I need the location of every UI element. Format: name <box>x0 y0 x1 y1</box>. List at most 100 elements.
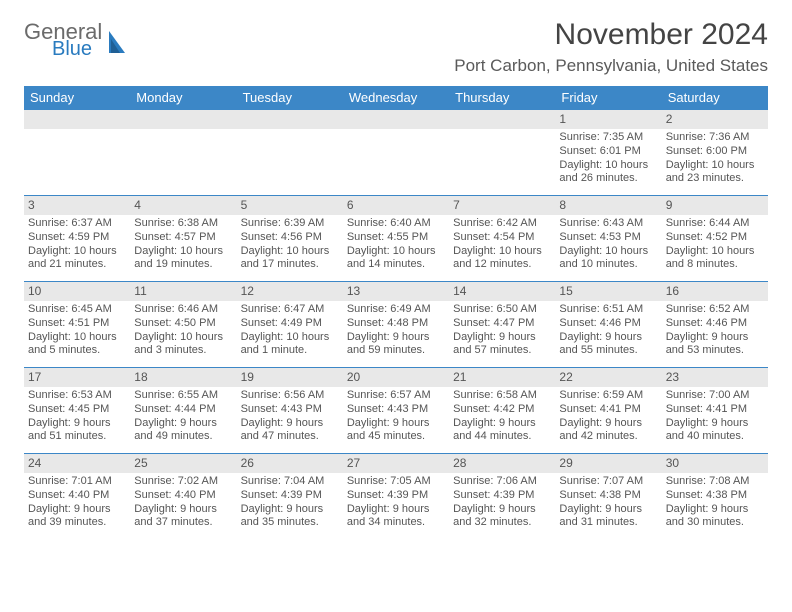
calendar-day-cell: 5Sunrise: 6:39 AMSunset: 4:56 PMDaylight… <box>237 196 343 282</box>
sunrise-text: Sunrise: 6:37 AM <box>28 217 126 231</box>
sunrise-text: Sunrise: 6:38 AM <box>134 217 232 231</box>
day-number: 13 <box>343 282 449 301</box>
sunset-text: Sunset: 4:42 PM <box>453 403 551 417</box>
calendar-day-cell: 26Sunrise: 7:04 AMSunset: 4:39 PMDayligh… <box>237 454 343 540</box>
daylight-text: Daylight: 10 hours <box>347 245 445 259</box>
day-number: 2 <box>662 110 768 129</box>
daylight-text: and 19 minutes. <box>134 258 232 272</box>
sunset-text: Sunset: 4:40 PM <box>28 489 126 503</box>
sunset-text: Sunset: 4:46 PM <box>666 317 764 331</box>
daylight-text: and 45 minutes. <box>347 430 445 444</box>
sunset-text: Sunset: 4:39 PM <box>241 489 339 503</box>
calendar-day-cell: 20Sunrise: 6:57 AMSunset: 4:43 PMDayligh… <box>343 368 449 454</box>
daylight-text: and 35 minutes. <box>241 516 339 530</box>
calendar-empty-cell <box>449 110 555 196</box>
calendar-day-cell: 17Sunrise: 6:53 AMSunset: 4:45 PMDayligh… <box>24 368 130 454</box>
calendar-empty-cell <box>24 110 130 196</box>
day-number: 5 <box>237 196 343 215</box>
day-number: 30 <box>662 454 768 473</box>
sunset-text: Sunset: 4:39 PM <box>347 489 445 503</box>
calendar-day-cell: 4Sunrise: 6:38 AMSunset: 4:57 PMDaylight… <box>130 196 236 282</box>
sunset-text: Sunset: 4:43 PM <box>347 403 445 417</box>
daylight-text: Daylight: 9 hours <box>559 417 657 431</box>
sunrise-text: Sunrise: 6:44 AM <box>666 217 764 231</box>
sunset-text: Sunset: 4:49 PM <box>241 317 339 331</box>
day-number: 1 <box>555 110 661 129</box>
sunset-text: Sunset: 4:59 PM <box>28 231 126 245</box>
calendar-day-cell: 24Sunrise: 7:01 AMSunset: 4:40 PMDayligh… <box>24 454 130 540</box>
day-number-strip <box>449 110 555 129</box>
calendar-day-cell: 3Sunrise: 6:37 AMSunset: 4:59 PMDaylight… <box>24 196 130 282</box>
day-number: 21 <box>449 368 555 387</box>
daylight-text: and 26 minutes. <box>559 172 657 186</box>
day-header: Thursday <box>449 86 555 110</box>
daylight-text: and 53 minutes. <box>666 344 764 358</box>
daylight-text: and 47 minutes. <box>241 430 339 444</box>
sunrise-text: Sunrise: 7:08 AM <box>666 475 764 489</box>
daylight-text: Daylight: 9 hours <box>559 503 657 517</box>
day-number: 7 <box>449 196 555 215</box>
sunrise-text: Sunrise: 6:43 AM <box>559 217 657 231</box>
calendar-day-cell: 14Sunrise: 6:50 AMSunset: 4:47 PMDayligh… <box>449 282 555 368</box>
calendar-day-cell: 15Sunrise: 6:51 AMSunset: 4:46 PMDayligh… <box>555 282 661 368</box>
sunrise-text: Sunrise: 6:42 AM <box>453 217 551 231</box>
sunset-text: Sunset: 4:38 PM <box>666 489 764 503</box>
sunrise-text: Sunrise: 6:39 AM <box>241 217 339 231</box>
daylight-text: and 30 minutes. <box>666 516 764 530</box>
sunset-text: Sunset: 4:40 PM <box>134 489 232 503</box>
sunset-text: Sunset: 4:50 PM <box>134 317 232 331</box>
day-number: 11 <box>130 282 236 301</box>
daylight-text: and 44 minutes. <box>453 430 551 444</box>
calendar-day-cell: 9Sunrise: 6:44 AMSunset: 4:52 PMDaylight… <box>662 196 768 282</box>
daylight-text: and 49 minutes. <box>134 430 232 444</box>
daylight-text: and 55 minutes. <box>559 344 657 358</box>
calendar-body: 1Sunrise: 7:35 AMSunset: 6:01 PMDaylight… <box>24 110 768 540</box>
sunset-text: Sunset: 6:00 PM <box>666 145 764 159</box>
day-header: Friday <box>555 86 661 110</box>
daylight-text: Daylight: 9 hours <box>666 503 764 517</box>
calendar-day-cell: 2Sunrise: 7:36 AMSunset: 6:00 PMDaylight… <box>662 110 768 196</box>
daylight-text: and 37 minutes. <box>134 516 232 530</box>
daylight-text: and 12 minutes. <box>453 258 551 272</box>
daylight-text: and 3 minutes. <box>134 344 232 358</box>
sunset-text: Sunset: 4:45 PM <box>28 403 126 417</box>
daylight-text: Daylight: 9 hours <box>28 503 126 517</box>
day-number: 17 <box>24 368 130 387</box>
calendar-day-cell: 6Sunrise: 6:40 AMSunset: 4:55 PMDaylight… <box>343 196 449 282</box>
calendar-day-cell: 28Sunrise: 7:06 AMSunset: 4:39 PMDayligh… <box>449 454 555 540</box>
sunset-text: Sunset: 4:51 PM <box>28 317 126 331</box>
daylight-text: Daylight: 9 hours <box>666 331 764 345</box>
day-number: 27 <box>343 454 449 473</box>
page-header: General Blue November 2024 Port Carbon, … <box>24 18 768 76</box>
sunrise-text: Sunrise: 6:51 AM <box>559 303 657 317</box>
sunrise-text: Sunrise: 7:01 AM <box>28 475 126 489</box>
day-number: 6 <box>343 196 449 215</box>
daylight-text: and 8 minutes. <box>666 258 764 272</box>
sunrise-text: Sunrise: 6:49 AM <box>347 303 445 317</box>
daylight-text: and 14 minutes. <box>347 258 445 272</box>
daylight-text: Daylight: 10 hours <box>241 245 339 259</box>
sunrise-text: Sunrise: 7:35 AM <box>559 131 657 145</box>
day-number: 22 <box>555 368 661 387</box>
brand-text: General Blue <box>24 22 102 58</box>
daylight-text: and 42 minutes. <box>559 430 657 444</box>
calendar-day-cell: 29Sunrise: 7:07 AMSunset: 4:38 PMDayligh… <box>555 454 661 540</box>
day-number: 4 <box>130 196 236 215</box>
sail-icon <box>107 29 131 55</box>
sunrise-text: Sunrise: 7:05 AM <box>347 475 445 489</box>
daylight-text: Daylight: 9 hours <box>241 503 339 517</box>
daylight-text: and 5 minutes. <box>28 344 126 358</box>
daylight-text: and 21 minutes. <box>28 258 126 272</box>
daylight-text: and 40 minutes. <box>666 430 764 444</box>
sunset-text: Sunset: 4:48 PM <box>347 317 445 331</box>
day-number: 28 <box>449 454 555 473</box>
sunrise-text: Sunrise: 7:06 AM <box>453 475 551 489</box>
day-number: 19 <box>237 368 343 387</box>
calendar-day-cell: 27Sunrise: 7:05 AMSunset: 4:39 PMDayligh… <box>343 454 449 540</box>
daylight-text: Daylight: 9 hours <box>666 417 764 431</box>
day-number: 3 <box>24 196 130 215</box>
daylight-text: Daylight: 9 hours <box>134 417 232 431</box>
day-header: Sunday <box>24 86 130 110</box>
day-number: 20 <box>343 368 449 387</box>
day-number-strip <box>237 110 343 129</box>
